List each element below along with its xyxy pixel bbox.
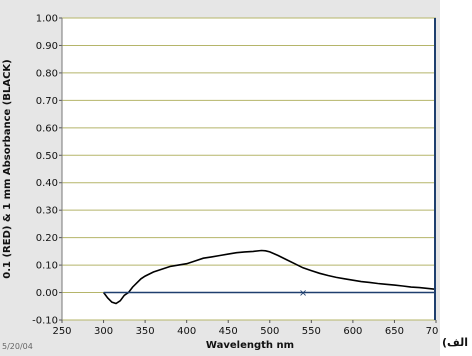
x-tick-label: 500	[260, 326, 279, 337]
x-tick-labels: 250 300 350 400 450 500 550 600 650 70	[52, 326, 438, 337]
x-tick-label: 650	[385, 326, 404, 337]
y-tick-label: 1.00	[36, 14, 58, 25]
y-tick-label: 0.80	[36, 68, 58, 79]
y-tick-label: 0.50	[36, 151, 58, 162]
y-axis-title: 0.1 (RED) & 1 mm Absorbance (BLACK)	[2, 59, 13, 278]
x-axis-title: Wavelength nm	[206, 340, 294, 351]
x-tick-label: 450	[219, 326, 238, 337]
x-tick-label: 400	[177, 326, 196, 337]
footnote-text: 5/20/04	[2, 342, 33, 351]
y-tick-label: 0.20	[36, 233, 58, 244]
series-line-black	[102, 249, 437, 305]
cursor-marker[interactable]: ×	[299, 288, 307, 299]
y-tick-label: 0.00	[36, 288, 58, 299]
series-layer: ×	[102, 249, 437, 305]
x-tick-label: 550	[302, 326, 321, 337]
x-tick-label: 70	[426, 326, 439, 337]
x-tick-label: 350	[136, 326, 155, 337]
y-tick-labels: -0.10 0.00 0.10 0.20 0.30 0.40 0.50 0.60 0.70 0.8…	[32, 14, 58, 327]
plot-background	[62, 18, 436, 320]
panel-label: الف)	[442, 336, 469, 349]
y-tick-label: 0.60	[36, 123, 58, 134]
y-tick-label: -0.10	[32, 316, 58, 327]
x-tick-label: 600	[343, 326, 362, 337]
y-tick-label: 0.10	[36, 261, 58, 272]
absorbance-chart: -0.10 0.00 0.10 0.20 0.30 0.40 0.50 0.60 0.70 0.8…	[2, 14, 438, 352]
y-tick-label: 0.90	[36, 41, 58, 52]
y-tick-label: 0.40	[36, 178, 58, 189]
x-tick-label: 300	[94, 326, 113, 337]
x-tick-label: 250	[52, 326, 71, 337]
y-tick-label: 0.70	[36, 96, 58, 107]
chart-frame: -0.10 0.00 0.10 0.20 0.30 0.40 0.50 0.60 0.70 0.8…	[0, 0, 440, 356]
y-tick-label: 0.30	[36, 206, 58, 217]
